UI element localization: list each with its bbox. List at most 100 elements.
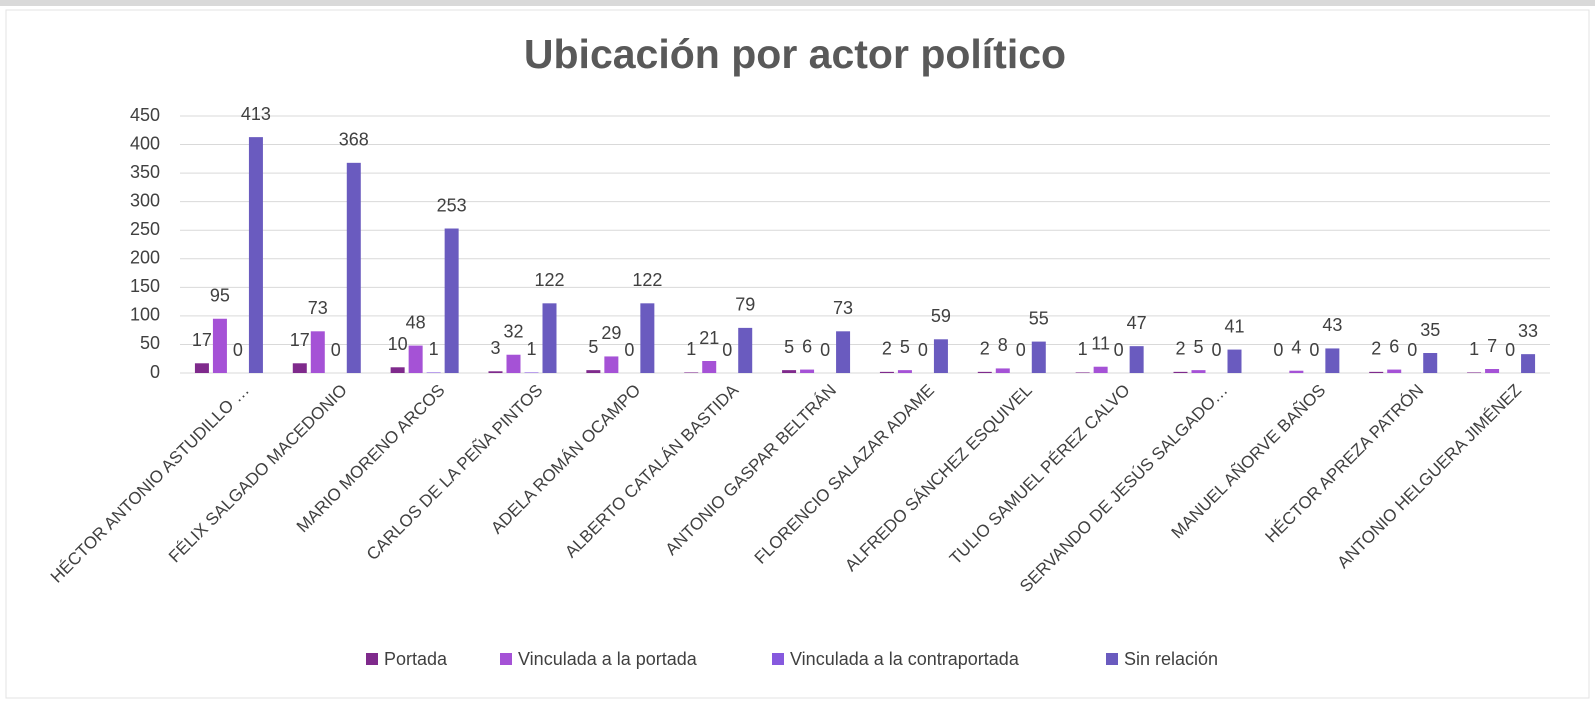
data-label: 41 bbox=[1224, 316, 1244, 336]
data-label: 1 bbox=[1078, 339, 1088, 359]
bar bbox=[933, 339, 948, 373]
data-label: 29 bbox=[601, 323, 621, 343]
bar bbox=[702, 361, 717, 373]
legend-label: Vinculada a la portada bbox=[518, 649, 698, 669]
data-label: 5 bbox=[588, 337, 598, 357]
data-label: 0 bbox=[722, 340, 732, 360]
top-strip bbox=[0, 0, 1595, 6]
bar bbox=[586, 370, 601, 373]
bar bbox=[1289, 370, 1304, 373]
chart-frame bbox=[5, 9, 1590, 699]
data-label: 0 bbox=[233, 340, 243, 360]
bar bbox=[640, 303, 655, 373]
data-label: 21 bbox=[699, 328, 719, 348]
data-label: 5 bbox=[1193, 337, 1203, 357]
data-label: 0 bbox=[1309, 340, 1319, 360]
data-label: 7 bbox=[1487, 336, 1497, 356]
data-label: 55 bbox=[1029, 308, 1049, 328]
data-label: 0 bbox=[1114, 340, 1124, 360]
data-label: 1 bbox=[686, 339, 696, 359]
data-label: 0 bbox=[820, 340, 830, 360]
data-label: 0 bbox=[624, 340, 634, 360]
y-tick-label: 300 bbox=[130, 190, 160, 210]
bar bbox=[1129, 346, 1144, 373]
bar bbox=[542, 303, 557, 373]
y-tick-label: 400 bbox=[130, 133, 160, 153]
y-tick-label: 350 bbox=[130, 162, 160, 182]
bar bbox=[426, 372, 441, 373]
bar bbox=[1093, 366, 1108, 373]
bar bbox=[346, 162, 361, 373]
bar bbox=[836, 331, 851, 373]
data-label: 95 bbox=[210, 285, 230, 305]
data-label: 6 bbox=[1389, 336, 1399, 356]
bar bbox=[1369, 371, 1384, 373]
legend-swatch bbox=[772, 653, 784, 665]
data-label: 2 bbox=[980, 339, 990, 359]
data-label: 32 bbox=[503, 321, 523, 341]
data-label: 253 bbox=[437, 195, 467, 215]
legend-swatch bbox=[500, 653, 512, 665]
bar bbox=[879, 371, 894, 373]
data-label: 17 bbox=[290, 330, 310, 350]
data-label: 0 bbox=[1016, 340, 1026, 360]
bar bbox=[1325, 348, 1340, 373]
legend-swatch bbox=[366, 653, 378, 665]
y-tick-label: 100 bbox=[130, 305, 160, 325]
bar bbox=[408, 345, 423, 373]
bar bbox=[488, 371, 503, 373]
data-label: 1 bbox=[526, 339, 536, 359]
bar bbox=[738, 327, 753, 373]
data-label: 2 bbox=[1175, 339, 1185, 359]
data-label: 8 bbox=[998, 335, 1008, 355]
bar bbox=[1485, 369, 1500, 373]
data-label: 79 bbox=[735, 295, 755, 315]
data-label: 11 bbox=[1091, 333, 1110, 353]
bar bbox=[1191, 370, 1206, 373]
legend-label: Vinculada a la contraportada bbox=[790, 649, 1020, 669]
data-label: 59 bbox=[931, 306, 951, 326]
bar bbox=[897, 370, 912, 373]
y-tick-label: 50 bbox=[140, 333, 160, 353]
data-label: 0 bbox=[1273, 340, 1283, 360]
y-tick-label: 250 bbox=[130, 219, 160, 239]
data-label: 0 bbox=[1505, 340, 1515, 360]
bar bbox=[995, 368, 1010, 373]
data-label: 17 bbox=[192, 330, 212, 350]
data-label: 43 bbox=[1322, 315, 1342, 335]
data-label: 47 bbox=[1127, 313, 1147, 333]
data-label: 33 bbox=[1518, 321, 1538, 341]
data-label: 5 bbox=[900, 337, 910, 357]
data-label: 0 bbox=[1211, 340, 1221, 360]
data-label: 0 bbox=[331, 340, 341, 360]
bar bbox=[1031, 341, 1046, 373]
y-tick-label: 450 bbox=[130, 105, 160, 125]
bar bbox=[1423, 353, 1438, 373]
data-label: 122 bbox=[534, 270, 564, 290]
bar bbox=[506, 354, 521, 373]
bar bbox=[782, 370, 797, 373]
data-label: 4 bbox=[1291, 337, 1301, 357]
data-label: 48 bbox=[406, 312, 426, 332]
data-label: 0 bbox=[1407, 340, 1417, 360]
data-label: 3 bbox=[490, 338, 500, 358]
bar bbox=[310, 331, 325, 373]
bar bbox=[1521, 354, 1536, 373]
bar bbox=[248, 137, 263, 373]
data-label: 368 bbox=[339, 130, 369, 150]
data-label: 1 bbox=[429, 339, 439, 359]
bar bbox=[524, 372, 539, 373]
chart-title: Ubicación por actor político bbox=[524, 31, 1066, 77]
data-label: 122 bbox=[632, 270, 662, 290]
data-label: 2 bbox=[1371, 339, 1381, 359]
bar bbox=[800, 369, 815, 373]
data-label: 1 bbox=[1469, 339, 1479, 359]
bar bbox=[1467, 372, 1482, 373]
bar bbox=[1387, 369, 1402, 373]
bar bbox=[292, 363, 307, 373]
bar bbox=[194, 363, 209, 373]
data-label: 6 bbox=[802, 336, 812, 356]
data-label: 73 bbox=[833, 298, 853, 318]
bar bbox=[390, 367, 405, 373]
